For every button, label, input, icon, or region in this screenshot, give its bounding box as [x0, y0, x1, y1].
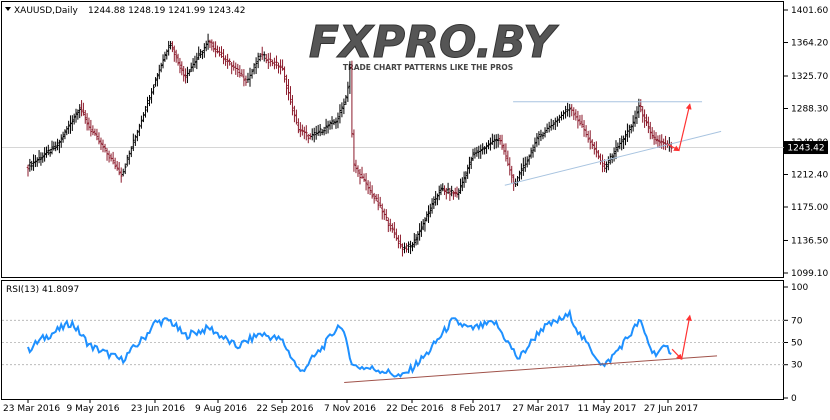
x-tick-label: 27 Mar 2017 [512, 404, 569, 414]
x-tick-label: 23 Mar 2016 [3, 404, 60, 414]
watermark-brand: FXPRO.BY [309, 17, 559, 68]
x-tick-label: 22 Dec 2016 [386, 404, 444, 414]
price-y-tick-label: 1401.60 [791, 6, 828, 16]
rsi-y-tick-label: 70 [791, 316, 803, 326]
x-tick-label: 23 Jun 2016 [131, 404, 185, 414]
price-y-tick-label: 1212.40 [791, 170, 828, 180]
x-tick-label: 9 Aug 2016 [195, 404, 247, 414]
rsi-forecast-arrow [681, 314, 692, 360]
rsi-y-tick-label: 30 [791, 361, 803, 371]
current-price-box [784, 141, 828, 155]
rsi-support-line [344, 355, 718, 383]
rsi-forecast-arrow [671, 348, 683, 361]
price-y-tick-label: 1175.00 [791, 203, 828, 213]
price-y-tick-label: 1325.70 [791, 72, 828, 82]
price-y-tick-label: 1099.10 [791, 269, 828, 279]
x-tick-label: 7 Nov 2016 [324, 404, 376, 414]
x-tick-label: 9 May 2016 [67, 404, 120, 414]
rsi-y-tick-label: 0 [791, 394, 797, 404]
rsi-panel-frame [1, 280, 784, 400]
price-y-tick-label: 1364.20 [791, 39, 828, 49]
dropdown-triangle-icon[interactable] [5, 7, 11, 11]
rsi-line [27, 308, 672, 378]
rsi-y-tick-label: 100 [791, 283, 808, 293]
current-price-label: 1243.42 [787, 144, 824, 154]
price-y-tick-label: 1288.30 [791, 105, 828, 115]
x-tick-label: 11 May 2017 [578, 404, 637, 414]
rsi-y-tick-label: 50 [791, 339, 803, 349]
price-forecast-arrow [667, 143, 680, 152]
price-y-tick-label: 1136.50 [791, 236, 828, 246]
ohlc-label: 1244.88 1248.19 1241.99 1243.42 [88, 6, 245, 16]
x-tick-label: 22 Sep 2016 [256, 404, 313, 414]
x-tick-label: 8 Feb 2017 [451, 404, 501, 414]
rsi-label: RSI(13) 41.8097 [6, 285, 79, 295]
watermark-tagline: TRADE CHART PATTERNS LIKE THE PROS [343, 63, 513, 72]
x-tick-label: 27 Jun 2017 [644, 404, 698, 414]
price-support-line [504, 130, 722, 186]
watermark-logo: FXPRO.BY TRADE CHART PATTERNS LIKE THE P… [308, 17, 559, 73]
price-forecast-arrow [678, 103, 692, 151]
symbol-label: XAUUSD,Daily [14, 6, 78, 16]
